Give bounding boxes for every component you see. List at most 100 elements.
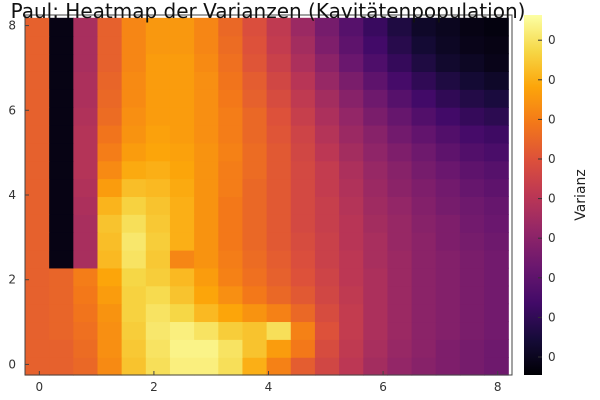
heatmap-cell — [435, 35, 461, 55]
heatmap-cell — [435, 267, 461, 287]
heatmap-cell — [290, 285, 316, 305]
heatmap-cell — [290, 357, 316, 376]
heatmap-cell — [145, 17, 171, 37]
heatmap-cell — [49, 339, 74, 358]
heatmap-cell — [49, 249, 74, 269]
heatmap-cell — [242, 160, 268, 180]
heatmap-cell — [49, 53, 74, 72]
heatmap-cell — [339, 303, 364, 323]
heatmap-cell — [339, 249, 364, 269]
heatmap-cell — [484, 160, 509, 180]
heatmap-cell — [145, 160, 171, 180]
heatmap-cell — [73, 17, 99, 37]
heatmap-cell — [218, 196, 244, 215]
heatmap-cell — [97, 321, 123, 340]
heatmap-cell — [363, 267, 389, 287]
heatmap-cell — [484, 285, 509, 305]
heatmap-cell — [25, 35, 50, 55]
heatmap-cell — [290, 232, 316, 251]
heatmap-cell — [145, 232, 171, 251]
heatmap-cell — [242, 53, 268, 72]
heatmap-cell — [218, 214, 244, 233]
heatmap-cell — [459, 142, 485, 162]
heatmap-cell — [314, 303, 340, 323]
heatmap-cell — [314, 160, 340, 180]
heatmap-cell — [73, 35, 99, 55]
heatmap-cell — [459, 267, 485, 287]
heatmap-cell — [266, 142, 292, 162]
heatmap-cell — [411, 142, 437, 162]
heatmap-cell — [121, 17, 147, 37]
heatmap-cell — [242, 71, 268, 90]
heatmap-cell — [242, 214, 268, 233]
heatmap-cell — [25, 124, 50, 144]
heatmap-cell — [145, 71, 171, 90]
heatmap-cell — [169, 214, 195, 233]
heatmap-cell — [484, 53, 509, 72]
heatmap-cell — [49, 71, 74, 90]
heatmap-cell — [194, 357, 219, 376]
heatmap-cell — [339, 160, 364, 180]
heatmap-cell — [169, 178, 195, 197]
heatmap-cell — [314, 321, 340, 340]
heatmap-cell — [242, 196, 268, 215]
heatmap-cell — [194, 285, 219, 305]
heatmap-cell — [97, 17, 123, 37]
heatmap-cell — [194, 303, 219, 323]
heatmap-cell — [73, 321, 99, 340]
heatmap-cell — [25, 196, 50, 215]
heatmap-cell — [218, 357, 244, 376]
heatmap-cell — [484, 35, 509, 55]
heatmap-cell — [363, 357, 389, 376]
heatmap-cell — [411, 71, 437, 90]
heatmap-cell — [387, 53, 413, 72]
heatmap-cell — [145, 196, 171, 215]
heatmap-cell — [484, 142, 509, 162]
heatmap-cell — [194, 124, 219, 144]
x-tick-label: 8 — [494, 380, 502, 394]
colorbar-tick-label: 0 — [548, 73, 556, 87]
heatmap-cell — [194, 71, 219, 90]
colorbar-tick-label: 0 — [548, 231, 556, 245]
heatmap-cell — [242, 267, 268, 287]
heatmap-cell — [73, 124, 99, 144]
heatmap-cell — [435, 321, 461, 340]
heatmap-cell — [363, 232, 389, 251]
heatmap-cell — [411, 357, 437, 376]
heatmap-cell — [145, 357, 171, 376]
heatmap-cell — [97, 249, 123, 269]
heatmap-cell — [169, 249, 195, 269]
chart-title: Paul: Heatmap der Varianzen (Kavitätenpo… — [11, 0, 526, 23]
heatmap-cell — [339, 321, 364, 340]
heatmap-cell — [73, 285, 99, 305]
heatmap-cell — [73, 232, 99, 251]
heatmap-cell — [121, 321, 147, 340]
heatmap-cell — [484, 71, 509, 90]
heatmap-cell — [97, 303, 123, 323]
heatmap-cell — [49, 267, 74, 287]
heatmap-cell — [387, 285, 413, 305]
heatmap-cell — [218, 142, 244, 162]
heatmap-cell — [218, 53, 244, 72]
heatmap-cell — [411, 267, 437, 287]
heatmap-cell — [73, 89, 99, 108]
heatmap-cell — [97, 357, 123, 376]
heatmap-cell — [435, 178, 461, 197]
heatmap-cell — [169, 142, 195, 162]
heatmap-cell — [25, 285, 50, 305]
heatmap-cell — [218, 107, 244, 126]
heatmap-cell — [435, 249, 461, 269]
heatmap-cell — [25, 357, 50, 376]
heatmap-cell — [121, 53, 147, 72]
heatmap-cell — [290, 17, 316, 37]
heatmap-cell — [169, 232, 195, 251]
heatmap-cell — [121, 71, 147, 90]
heatmap-cell — [459, 249, 485, 269]
colorbar-tick-label: 0 — [548, 192, 556, 206]
heatmap-cell — [169, 124, 195, 144]
heatmap-cell — [194, 232, 219, 251]
heatmap-cell — [194, 196, 219, 215]
heatmap-cell — [97, 196, 123, 215]
heatmap-cell — [145, 89, 171, 108]
heatmap-cell — [49, 35, 74, 55]
